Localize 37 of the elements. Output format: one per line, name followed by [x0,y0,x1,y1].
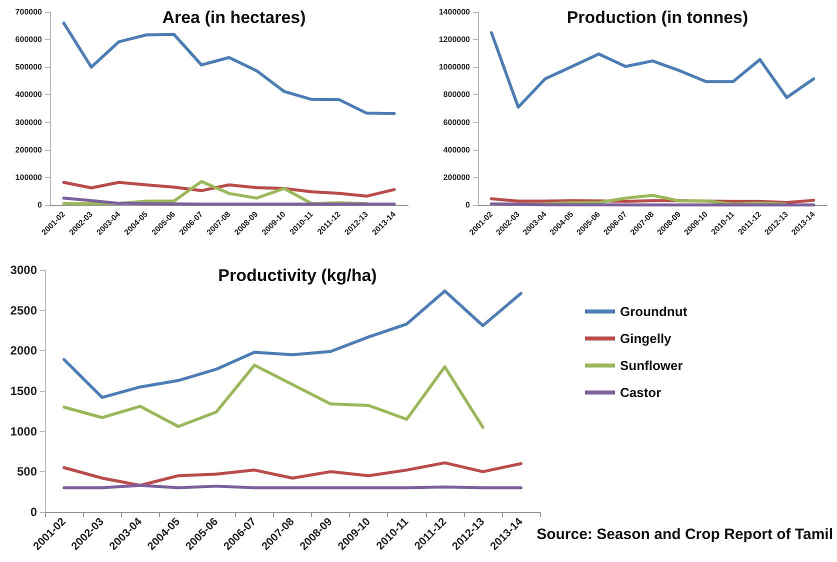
line-series [62,461,522,487]
line-series [62,196,396,206]
y-tick-label: 100000 [15,172,43,182]
y-tick-label: 2000 [10,344,38,358]
y-tick-label: 2500 [10,303,38,318]
chart-title: Production (in tonnes) [566,8,748,27]
y-tick-label: 1200000 [438,35,471,44]
y-tick-label: 400000 [443,145,471,154]
y-tick-label: 3000 [10,263,38,277]
chart-title: Area (in hectares) [162,8,306,27]
legend-label: Groundnut [620,304,688,319]
line-series [62,289,522,399]
y-tick-label: 500 [16,464,38,479]
y-tick-label: 1000 [10,424,38,438]
y-tick-label: 700000 [15,8,43,16]
legend-label: Castor [620,385,662,400]
y-tick-label: 0 [466,200,471,210]
y-tick-label: 1400000 [438,8,471,16]
legend-label: Sunflower [620,358,683,373]
y-tick-label: 200000 [443,172,471,182]
y-tick-label: 800000 [443,90,471,100]
y-tick-label: 600000 [15,35,43,44]
y-tick-label: 400000 [15,90,43,100]
y-tick-label: 1500 [10,384,38,398]
y-tick-label: 300000 [15,118,43,127]
line-series [490,31,816,109]
y-tick-label: 0 [38,200,43,210]
line-series [62,180,396,198]
chart-title: Productivity (kg/ha) [218,266,377,285]
y-tick-label: 200000 [15,145,43,154]
y-tick-label: 600000 [443,118,471,127]
line-series [62,364,484,429]
source-note: Source: Season and Crop Report of Tamil [536,526,834,543]
y-tick-label: 1000000 [438,62,471,72]
y-tick-label: 0 [30,505,38,519]
y-tick-label: 500000 [15,62,43,72]
legend-label: Gingelly [620,331,672,346]
